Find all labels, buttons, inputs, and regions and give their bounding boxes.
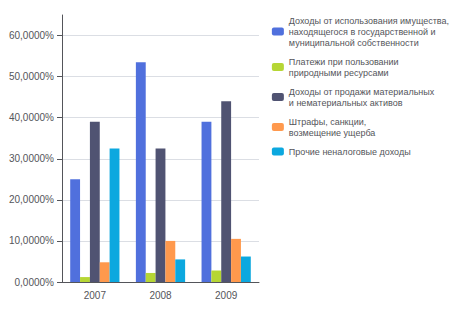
svg-text:50,0000%: 50,0000% [9, 71, 54, 82]
svg-text:60,0000%: 60,0000% [9, 30, 54, 41]
svg-text:Штрафы, санкции,: Штрафы, санкции, [289, 117, 366, 127]
svg-text:возмещение ущерба: возмещение ущерба [289, 128, 375, 138]
svg-text:Доходы от использования имущес: Доходы от использования имущества, [289, 16, 449, 26]
svg-text:Прочие неналоговые доходы: Прочие неналоговые доходы [289, 147, 411, 157]
svg-text:муниципальной собственности: муниципальной собственности [289, 38, 419, 48]
svg-text:20,0000%: 20,0000% [9, 194, 54, 205]
svg-text:природными ресурсами: природными ресурсами [289, 68, 389, 78]
svg-text:Доходы от продажи материальных: Доходы от продажи материальных [289, 87, 435, 97]
svg-text:2008: 2008 [149, 290, 172, 301]
svg-text:и нематериальных активов: и нематериальных активов [289, 98, 403, 108]
svg-text:находящегося в государственной: находящегося в государственной и [289, 27, 436, 37]
svg-text:30,0000%: 30,0000% [9, 153, 54, 164]
svg-text:0,0000%: 0,0000% [15, 277, 55, 288]
svg-text:2009: 2009 [215, 290, 238, 301]
svg-text:10,0000%: 10,0000% [9, 235, 54, 246]
svg-text:2007: 2007 [84, 290, 107, 301]
svg-text:40,0000%: 40,0000% [9, 112, 54, 123]
svg-text:Платежи при пользовании: Платежи при пользовании [289, 57, 399, 67]
